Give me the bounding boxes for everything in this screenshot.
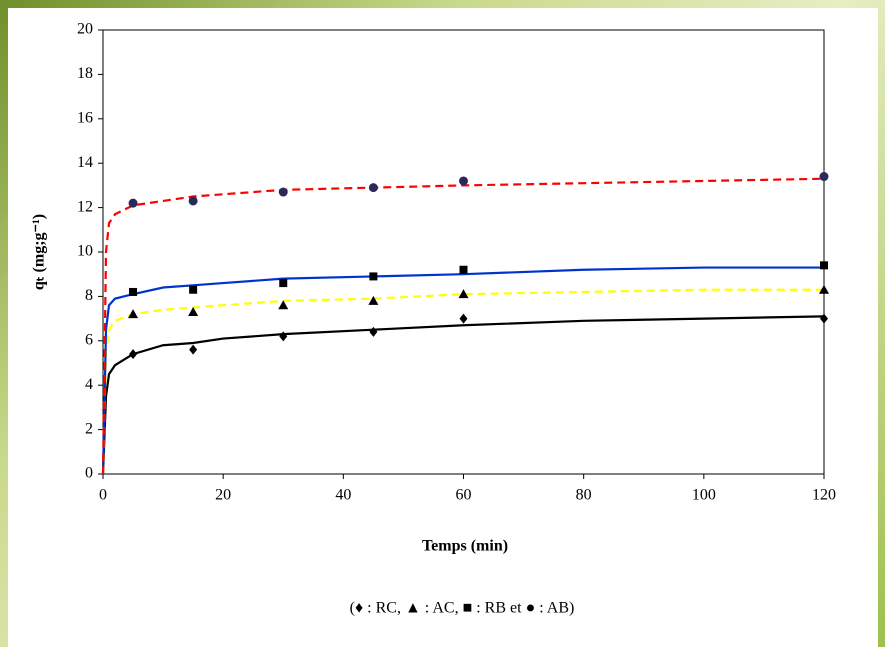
point	[188, 306, 199, 316]
point	[189, 344, 198, 355]
fit-line	[101, 266, 824, 475]
point	[129, 349, 138, 360]
y-tick-label: 14	[77, 154, 93, 171]
point	[459, 265, 468, 274]
point	[459, 176, 468, 186]
x-tick-label: 20	[215, 487, 231, 504]
y-tick-label: 20	[77, 21, 93, 38]
y-tick-label: 12	[77, 198, 93, 215]
point	[128, 198, 138, 208]
point	[278, 300, 289, 310]
fit-line	[101, 177, 825, 475]
x-tick-label: 120	[812, 487, 836, 504]
point	[279, 331, 288, 342]
fit-line	[101, 288, 824, 475]
x-tick-label: 60	[456, 487, 472, 504]
point	[820, 313, 828, 324]
point	[369, 272, 378, 281]
point	[368, 183, 378, 193]
y-tick-label: 10	[77, 243, 93, 260]
y-tick-label: 4	[85, 376, 93, 393]
point	[368, 295, 379, 305]
y-tick-label: 8	[85, 287, 93, 304]
y-tick-label: 0	[85, 465, 93, 482]
fit-line	[101, 315, 825, 475]
y-axis-label: qₜ (mg;g⁻¹)	[31, 214, 48, 290]
point	[819, 172, 829, 182]
point	[820, 261, 828, 270]
point	[128, 309, 139, 319]
y-tick-label: 2	[85, 420, 93, 437]
point	[819, 284, 829, 294]
point	[188, 196, 198, 206]
panel	[8, 8, 878, 647]
x-axis-label: Temps (min)	[422, 538, 508, 555]
point	[459, 313, 468, 324]
x-tick-label: 40	[335, 487, 351, 504]
x-tick-label: 100	[692, 487, 716, 504]
legend: (♦ : RC, ▲ : AC, ■ : RB et ● : AB)	[350, 600, 575, 617]
point	[189, 285, 198, 294]
x-tick-label: 0	[99, 487, 107, 504]
plot-frame	[102, 29, 825, 475]
x-tick-label: 80	[576, 487, 592, 504]
point	[129, 287, 138, 296]
y-tick-label: 18	[77, 65, 93, 82]
y-tick-label: 6	[85, 331, 93, 348]
point	[458, 289, 469, 299]
y-tick-label: 16	[77, 109, 93, 126]
point	[369, 326, 378, 337]
point	[278, 187, 288, 197]
point	[279, 279, 288, 288]
